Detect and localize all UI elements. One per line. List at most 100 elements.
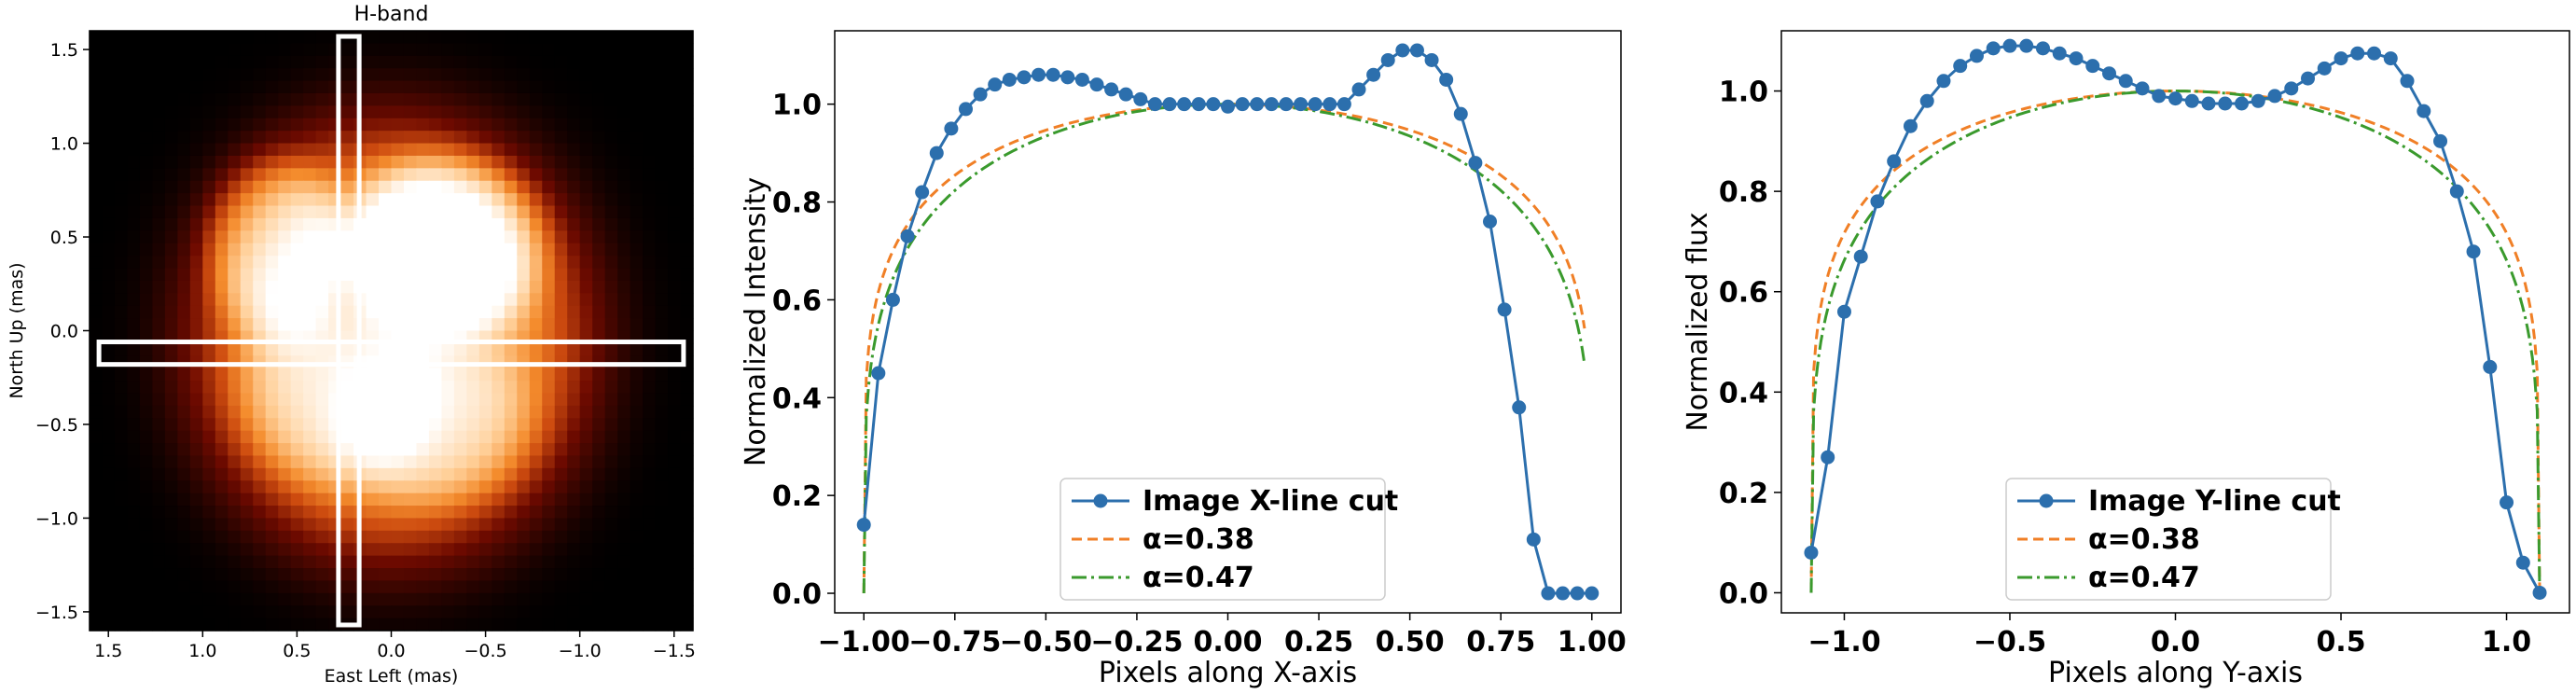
data-point (2417, 104, 2431, 118)
data-point (2035, 41, 2050, 56)
y-tick-label: −1.5 (35, 603, 78, 623)
data-point (2184, 93, 2199, 108)
x-tick-label: 1.00 (1558, 626, 1627, 659)
series-line-1 (862, 103, 1586, 594)
data-point (1279, 97, 1294, 112)
legend-marker (2039, 493, 2054, 508)
data-point (1453, 106, 1468, 121)
data-point (2101, 66, 2116, 81)
x-tick-label: 0.00 (1193, 626, 1262, 659)
data-point (1969, 49, 1984, 63)
legend-box (2005, 478, 2332, 601)
y-tick-label: 0.2 (772, 480, 822, 513)
data-point (1887, 154, 1902, 169)
data-point (1264, 97, 1279, 112)
y-tick-label: 0.0 (50, 322, 78, 342)
data-point (2317, 61, 2332, 76)
data-point (2334, 51, 2348, 66)
y-tick-label: 0.0 (772, 578, 822, 611)
x-tick-label: 0.25 (1284, 626, 1353, 659)
y-tick-label: 1.0 (50, 134, 78, 155)
legend-box (1059, 478, 1386, 601)
data-point (1060, 70, 1075, 85)
x-tick-label: −1.0 (1807, 626, 1880, 659)
x-tick-label: −0.25 (1090, 626, 1183, 659)
data-point (900, 229, 915, 243)
legend-label-2: α=0.47 (1143, 562, 1254, 594)
data-point (1541, 586, 1556, 601)
data-point (1986, 41, 2001, 56)
data-point (871, 366, 886, 381)
line-panel-2: −1.0 −0.5 0.0 0.5 1.0 0.0 0.2 0.4 0.6 0.8 1.0 Pixel… (1682, 30, 2570, 689)
data-point (959, 102, 973, 117)
data-point (1089, 77, 1104, 92)
data-point (1804, 545, 1819, 560)
data-point (2201, 96, 2216, 111)
data-point (1366, 67, 1381, 82)
data-point (1294, 97, 1309, 112)
legend-label-1: α=0.38 (1143, 523, 1254, 556)
legend: Image Y-line cut α=0.38 α=0.47 (2005, 478, 2341, 601)
data-point (1424, 52, 1439, 67)
data-point (1133, 91, 1148, 106)
data-point (1483, 215, 1497, 229)
x-tick-label: −1.00 (818, 626, 910, 659)
y-tick-label: 0.5 (50, 228, 78, 248)
data-point (2433, 133, 2448, 148)
data-point (1870, 194, 1885, 209)
y-tick-label: 1.0 (772, 90, 822, 122)
data-point (988, 77, 1003, 92)
data-point (2251, 93, 2265, 108)
y-axis-label: Normalized Intensity (740, 177, 772, 466)
legend-label-2: α=0.47 (2088, 562, 2200, 594)
data-point (2466, 244, 2481, 259)
data-point (2235, 96, 2250, 111)
x-axis-label: Pixels along Y-axis (2048, 657, 2303, 689)
y-tick-label: 1.0 (1719, 76, 1768, 109)
data-point (1074, 72, 1089, 87)
data-point (2515, 555, 2530, 570)
data-point (1308, 97, 1323, 112)
y-axis-label: North Up (mas) (7, 262, 27, 398)
data-point (1118, 87, 1133, 102)
data-point (1336, 97, 1351, 112)
data-point (2400, 74, 2415, 89)
data-point (1953, 59, 1968, 74)
y-tick-label: 0.0 (1719, 577, 1768, 610)
data-point (2301, 71, 2316, 86)
data-point (2500, 495, 2514, 510)
y-axis-label: Normalized flux (1682, 212, 1714, 431)
x-tick-label: 0.5 (2316, 626, 2365, 659)
data-point (856, 518, 871, 533)
data-point (1585, 586, 1600, 601)
x-axis-label: Pixels along X-axis (1099, 657, 1357, 689)
data-point (1380, 52, 1395, 67)
data-point (1821, 450, 1835, 465)
legend-label-1: α=0.38 (2088, 523, 2200, 556)
data-point (2085, 59, 2100, 74)
x-tick-label: 0.75 (1466, 626, 1535, 659)
data-point (1046, 67, 1060, 82)
data-point (944, 121, 959, 136)
data-point (1526, 532, 1541, 547)
x-tick-label: −1.0 (559, 641, 602, 661)
data-point (1409, 43, 1424, 58)
x-tick-label: 0.5 (283, 641, 311, 661)
y-tick-label: 0.6 (1719, 277, 1768, 310)
data-point (2284, 81, 2299, 96)
x-tick-label: 1.0 (2482, 626, 2531, 659)
y-tick-label: 0.8 (1719, 176, 1768, 209)
line-panel-1: −1.00−0.75−0.50−0.25 0.00 0.25 0.50 0.75 1.00… (740, 30, 1627, 689)
horizontal-cut-box (96, 340, 686, 368)
data-point (1206, 97, 1221, 112)
data-point (1903, 118, 1918, 133)
x-tick-label: 1.0 (188, 641, 216, 661)
data-point (1853, 249, 1868, 264)
data-point (1919, 93, 1934, 108)
data-point (1002, 72, 1017, 87)
x-tick-label: 1.5 (94, 641, 122, 661)
heatmap-image (90, 31, 694, 632)
x-tick-label: −0.75 (908, 626, 1001, 659)
data-point (2052, 46, 2067, 61)
